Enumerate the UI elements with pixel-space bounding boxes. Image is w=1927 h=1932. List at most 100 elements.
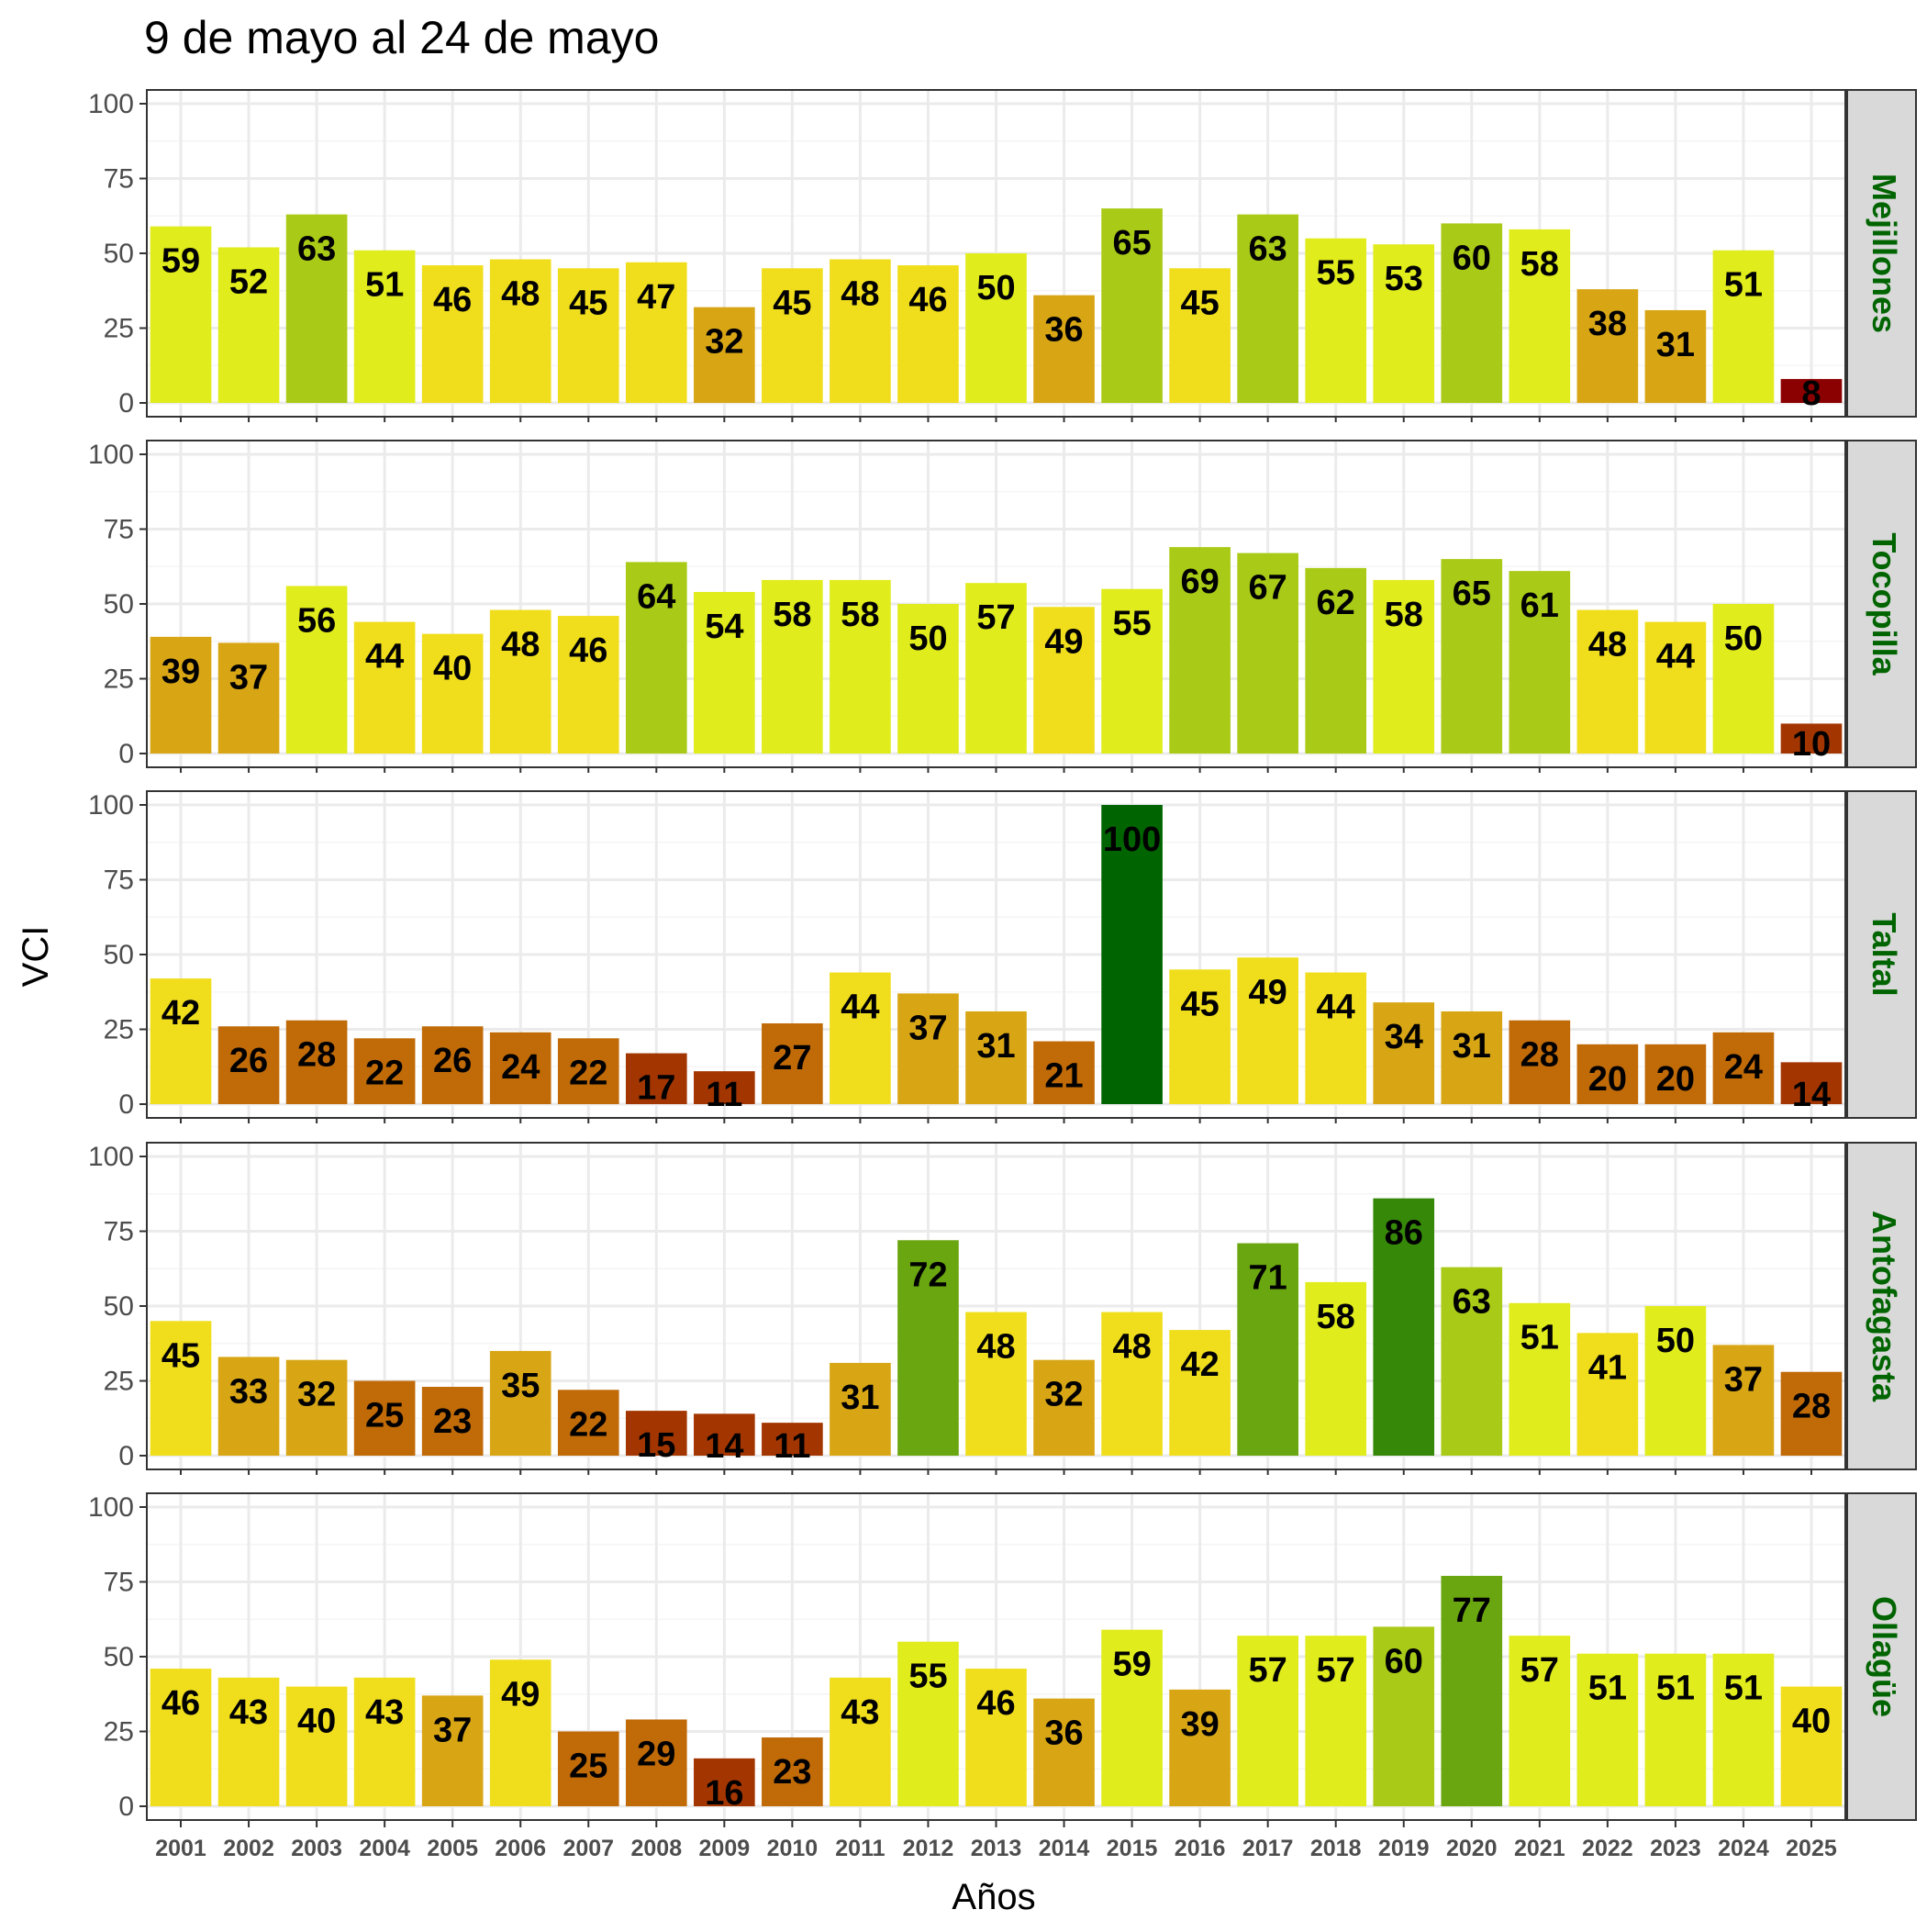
bar-value-label: 52 bbox=[229, 262, 268, 301]
facet-strip-label: Taltal bbox=[1866, 912, 1903, 996]
bar-tocopilla-2020 bbox=[1441, 559, 1503, 754]
bar-value-label: 46 bbox=[908, 281, 947, 319]
bar-antofagasta-2008 bbox=[625, 1411, 687, 1456]
y-tick-label: 0 bbox=[118, 739, 134, 769]
bar-value-label: 43 bbox=[365, 1693, 404, 1732]
y-tick-label: 0 bbox=[118, 388, 134, 419]
bar-ollagüe-2005 bbox=[421, 1695, 484, 1806]
bar-taltal-2005 bbox=[421, 1026, 484, 1104]
bar-value-label: 51 bbox=[1588, 1670, 1627, 1708]
bar-tocopilla-2004 bbox=[353, 621, 416, 754]
bar-mejillones-2007 bbox=[557, 268, 619, 403]
bar-value-label: 8 bbox=[1801, 374, 1821, 413]
bar-value-label: 58 bbox=[773, 596, 811, 634]
bar-value-label: 61 bbox=[1520, 586, 1559, 625]
bar-taltal-2016 bbox=[1169, 969, 1231, 1104]
bar-taltal-2002 bbox=[217, 1026, 280, 1104]
bar-tocopilla-2003 bbox=[285, 586, 348, 754]
bar-mejillones-2006 bbox=[489, 259, 551, 403]
chart-title: 9 de mayo al 24 de mayo bbox=[144, 12, 659, 63]
bar-taltal-2010 bbox=[762, 1022, 823, 1104]
x-tick-label: 2022 bbox=[1582, 1836, 1633, 1861]
x-tick-label: 2025 bbox=[1786, 1836, 1837, 1861]
x-tick-label: 2006 bbox=[495, 1836, 546, 1861]
bar-value-label: 63 bbox=[297, 230, 336, 269]
bar-value-label: 26 bbox=[433, 1042, 472, 1080]
bar-mejillones-2003 bbox=[285, 214, 348, 403]
bar-value-label: 51 bbox=[1724, 266, 1763, 305]
bar-tocopilla-2010 bbox=[762, 579, 823, 754]
bar-tocopilla-2007 bbox=[557, 616, 619, 754]
bar-value-label: 35 bbox=[501, 1367, 540, 1405]
panel-antofagasta: 0 25 50 75 100 45 33 32 25 23 35 22 15 14 11 31 72 48 32 48… bbox=[88, 1142, 1917, 1475]
y-tick-label: 100 bbox=[88, 1142, 134, 1172]
bar-ollagüe-2023 bbox=[1644, 1653, 1707, 1806]
bar-value-label: 44 bbox=[365, 638, 404, 676]
bar-mejillones-2014 bbox=[1033, 295, 1095, 403]
bar-ollagüe-2019 bbox=[1373, 1626, 1435, 1806]
bar-value-label: 49 bbox=[1044, 622, 1083, 661]
bar-mejillones-2001 bbox=[150, 226, 212, 403]
y-tick-label: 50 bbox=[104, 940, 134, 970]
bar-value-label: 31 bbox=[1656, 326, 1695, 364]
bar-ollagüe-2010 bbox=[762, 1737, 823, 1806]
bar-antofagasta-2021 bbox=[1509, 1302, 1571, 1456]
facet-strip-label: Antofagasta bbox=[1866, 1211, 1903, 1402]
bar-value-label: 31 bbox=[976, 1027, 1015, 1066]
bar-value-label: 28 bbox=[297, 1036, 336, 1075]
bar-ollagüe-2021 bbox=[1509, 1636, 1571, 1806]
bar-value-label: 50 bbox=[1724, 620, 1763, 658]
y-tick-label: 100 bbox=[88, 440, 134, 470]
bar-antofagasta-2004 bbox=[353, 1380, 416, 1456]
x-tick-label: 2012 bbox=[903, 1836, 954, 1861]
bar-mejillones-2015 bbox=[1101, 208, 1163, 403]
bar-taltal-2024 bbox=[1712, 1032, 1775, 1104]
bar-tocopilla-2008 bbox=[625, 562, 687, 754]
bar-ollagüe-2012 bbox=[897, 1641, 959, 1806]
x-tick-label: 2019 bbox=[1378, 1836, 1430, 1861]
bar-ollagüe-2007 bbox=[557, 1731, 619, 1806]
bar-taltal-2022 bbox=[1576, 1044, 1639, 1104]
bar-value-label: 20 bbox=[1588, 1060, 1627, 1099]
x-tick-label: 2021 bbox=[1514, 1836, 1565, 1861]
bar-value-label: 58 bbox=[841, 596, 879, 634]
bar-value-label: 57 bbox=[1520, 1651, 1559, 1690]
x-tick-label: 2018 bbox=[1310, 1836, 1362, 1861]
bar-ollagüe-2006 bbox=[489, 1659, 551, 1806]
bar-ollagüe-2009 bbox=[694, 1758, 755, 1806]
bar-value-label: 48 bbox=[841, 275, 879, 314]
bar-value-label: 28 bbox=[1792, 1388, 1831, 1426]
bar-value-label: 26 bbox=[229, 1042, 268, 1080]
bar-value-label: 23 bbox=[433, 1402, 472, 1441]
bar-antofagasta-2020 bbox=[1441, 1267, 1503, 1456]
bar-value-label: 57 bbox=[1249, 1651, 1287, 1690]
bar-value-label: 100 bbox=[1103, 821, 1161, 859]
y-tick-label: 75 bbox=[104, 865, 134, 896]
y-tick-label: 25 bbox=[104, 664, 134, 695]
x-tick-label: 2017 bbox=[1242, 1836, 1294, 1861]
bar-value-label: 47 bbox=[637, 278, 675, 317]
bar-ollagüe-2016 bbox=[1169, 1689, 1231, 1806]
bar-value-label: 54 bbox=[705, 608, 743, 646]
bar-tocopilla-2012 bbox=[897, 604, 959, 754]
bar-mejillones-2025 bbox=[1780, 378, 1843, 403]
bar-value-label: 48 bbox=[501, 275, 540, 314]
bar-value-label: 32 bbox=[705, 323, 743, 362]
bar-ollagüe-2002 bbox=[217, 1677, 280, 1806]
bar-taltal-2001 bbox=[150, 978, 212, 1104]
y-tick-label: 75 bbox=[104, 164, 134, 195]
bar-tocopilla-2015 bbox=[1101, 588, 1163, 754]
bar-value-label: 33 bbox=[229, 1372, 268, 1411]
bar-value-label: 59 bbox=[162, 242, 200, 281]
bar-antofagasta-2017 bbox=[1237, 1243, 1298, 1456]
bar-mejillones-2021 bbox=[1509, 229, 1571, 403]
y-tick-label: 50 bbox=[104, 589, 134, 620]
x-tick-label: 2015 bbox=[1107, 1836, 1158, 1861]
bar-antofagasta-2022 bbox=[1576, 1333, 1639, 1456]
bar-ollagüe-2018 bbox=[1305, 1636, 1367, 1806]
bar-value-label: 45 bbox=[773, 284, 811, 322]
bar-value-label: 22 bbox=[365, 1054, 404, 1092]
bar-mejillones-2005 bbox=[421, 265, 484, 403]
bar-taltal-2003 bbox=[285, 1020, 348, 1104]
